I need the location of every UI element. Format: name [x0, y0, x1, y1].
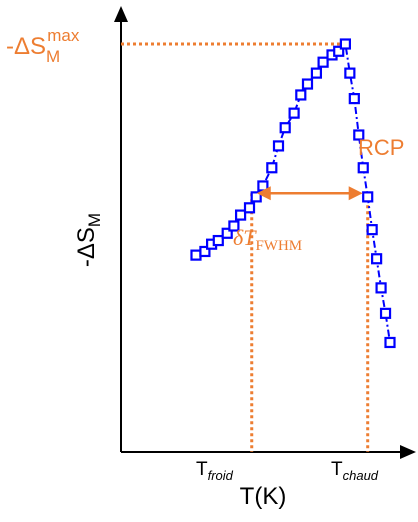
data-point [375, 282, 387, 294]
data-point [344, 67, 356, 79]
data-point [353, 129, 365, 141]
fwhm-arrow-left-icon [256, 186, 271, 201]
annotation-label: RCP [358, 135, 404, 160]
x-marker-label-chaud-sub: chaud [343, 468, 379, 483]
peak-label-sup: max [47, 26, 80, 45]
data-point [362, 191, 374, 203]
data-point [366, 224, 378, 236]
x-axis-label: T(K) [240, 483, 287, 510]
data-point [339, 38, 351, 50]
data-point [212, 234, 224, 247]
axes [114, 6, 416, 459]
data-point [317, 56, 329, 68]
data-point [243, 202, 256, 214]
data-point [288, 107, 300, 119]
fwhm-label: δTFWHM [233, 225, 302, 254]
data-point [371, 253, 383, 265]
data-point [348, 92, 360, 105]
data-point [379, 307, 392, 319]
data-point [279, 122, 291, 134]
data-point [333, 45, 345, 57]
y-axis-label: -ΔSM [73, 213, 104, 267]
y-axis-label-sub: M [85, 213, 104, 227]
x-axis-arrow-icon [400, 445, 416, 459]
peak-label-sub: M [46, 47, 60, 66]
data-point [221, 227, 233, 239]
data-point [357, 162, 369, 174]
fwhm-annotation [256, 186, 363, 201]
data-point [234, 209, 247, 221]
data-point [384, 336, 396, 349]
fwhm-label-sub: FWHM [255, 238, 302, 254]
y-axis-arrow-icon [114, 6, 128, 22]
data-point [250, 191, 262, 203]
data-point [228, 220, 240, 232]
peak-label: -ΔSMmax [6, 26, 80, 66]
x-marker-label-froid-sub: froid [208, 468, 234, 483]
data-point [295, 89, 307, 101]
data-point [199, 245, 211, 258]
data-point [266, 162, 278, 174]
data-point [301, 78, 314, 90]
guide-lines [121, 42, 370, 452]
data-point [190, 249, 202, 261]
x-marker-label-chaud: Tchaud [331, 459, 379, 483]
data-point [310, 67, 323, 79]
data-point [272, 140, 285, 152]
x-marker-label-froid: Tfroid [196, 459, 234, 483]
fwhm-arrow-right-icon [348, 186, 363, 201]
